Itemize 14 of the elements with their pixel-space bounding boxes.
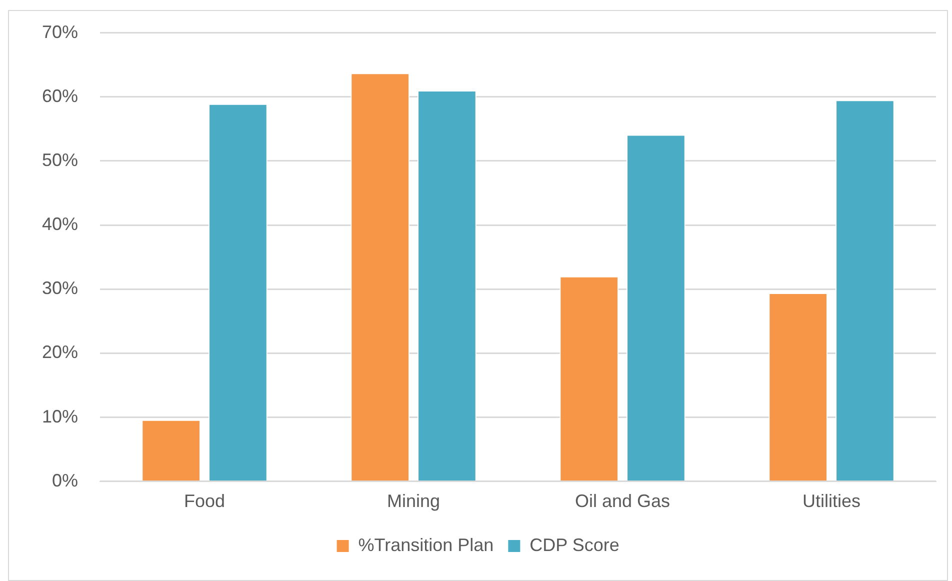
x-tick-label: Oil and Gas (574, 491, 670, 512)
y-tick-label: 0% (52, 470, 78, 490)
legend-label: CDP Score (530, 534, 620, 555)
x-tick-label: Mining (387, 491, 440, 512)
y-tick-label: 20% (42, 342, 78, 362)
y-tick-label: 10% (42, 406, 78, 426)
y-tick-label: 70% (42, 22, 78, 42)
legend-label: %Transition Plan (358, 534, 494, 555)
y-tick-label: 50% (42, 150, 78, 170)
x-tick-label: Utilities (802, 491, 861, 512)
x-tick-label: Food (184, 491, 226, 512)
y-tick-label: 30% (42, 278, 78, 298)
y-tick-label: 40% (42, 214, 78, 234)
y-tick-label: 60% (42, 86, 78, 106)
